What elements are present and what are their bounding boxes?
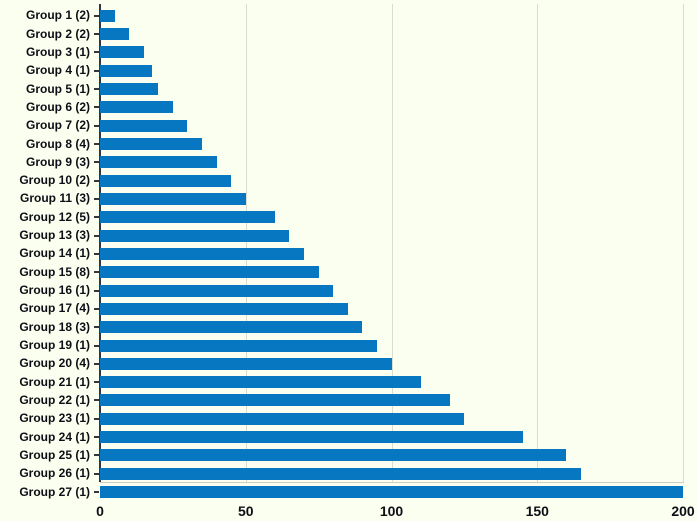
category-label-17: Group 17 (4) [19,301,90,316]
category-label-21: Group 21 (1) [19,374,90,389]
y-tick-15 [94,271,99,274]
y-tick-5 [94,88,99,91]
bar-12 [100,211,275,224]
x-tick-label-150: 150 [525,503,549,519]
category-label-6: Group 6 (2) [25,99,90,114]
category-label-5: Group 5 (1) [25,81,90,96]
category-label-3: Group 3 (1) [25,44,90,59]
bar-16 [100,284,334,297]
y-tick-9 [94,161,99,164]
bar-3 [100,46,144,59]
bar-21 [100,376,421,389]
category-label-9: Group 9 (3) [25,154,90,169]
bar-2 [100,28,130,41]
bar-25 [100,449,567,462]
y-tick-13 [94,234,99,237]
category-label-16: Group 16 (1) [19,283,90,298]
category-label-18: Group 18 (3) [19,319,90,334]
bar-13 [100,229,290,242]
y-tick-10 [94,179,99,182]
category-label-15: Group 15 (8) [19,264,90,279]
bar-23 [100,412,465,425]
y-tick-3 [94,51,99,54]
y-tick-22 [94,399,99,402]
y-axis-line [99,4,101,482]
bar-24 [100,431,523,444]
bar-7 [100,119,188,132]
category-label-23: Group 23 (1) [19,411,90,426]
x-axis-line [100,482,684,483]
category-label-12: Group 12 (5) [19,209,90,224]
y-tick-27 [94,491,99,494]
x-tick-label-0: 0 [96,503,104,519]
category-label-11: Group 11 (3) [19,191,90,206]
y-tick-7 [94,124,99,127]
bar-1 [100,9,115,22]
bar-26 [100,467,581,480]
category-label-24: Group 24 (1) [19,429,90,444]
x-tick-label-50: 50 [237,503,254,519]
category-label-4: Group 4 (1) [25,63,90,78]
y-tick-16 [94,289,99,292]
category-label-1: Group 1 (2) [25,8,90,23]
bar-22 [100,394,450,407]
category-label-7: Group 7 (2) [25,118,90,133]
bar-4 [100,64,153,77]
gridline-x-100 [391,4,393,482]
bar-27 [100,486,683,499]
y-tick-18 [94,326,99,329]
y-tick-1 [94,14,99,17]
bar-15 [100,266,319,279]
category-label-27: Group 27 (1) [19,484,90,499]
y-tick-17 [94,307,99,310]
category-label-22: Group 22 (1) [19,392,90,407]
x-tick-label-100: 100 [379,503,404,519]
x-tick-label-200: 200 [671,503,695,519]
category-label-20: Group 20 (4) [19,356,90,371]
category-label-13: Group 13 (3) [19,228,90,243]
category-label-26: Group 26 (1) [19,466,90,481]
y-tick-26 [94,472,99,475]
y-tick-2 [94,33,99,36]
bar-11 [100,192,246,205]
bar-5 [100,83,159,96]
bar-14 [100,247,305,260]
category-label-25: Group 25 (1) [19,447,90,462]
y-tick-19 [94,344,99,347]
y-tick-25 [94,454,99,457]
bar-19 [100,339,377,352]
gridline-x-50 [245,4,247,482]
bar-8 [100,138,203,150]
bar-9 [100,156,217,169]
category-label-19: Group 19 (1) [19,338,90,353]
y-tick-12 [94,216,99,219]
gridline-x-150 [537,4,539,482]
y-tick-23 [94,417,99,420]
bar-18 [100,321,363,334]
y-tick-4 [94,69,99,72]
category-label-2: Group 2 (2) [25,26,90,41]
y-tick-24 [94,436,99,439]
y-tick-14 [94,252,99,255]
y-tick-8 [94,143,99,145]
bar-20 [100,357,392,370]
bar-10 [100,174,232,187]
bar-6 [100,101,173,114]
y-tick-6 [94,106,99,109]
gridline-x-200 [683,4,684,482]
bar-17 [100,302,348,315]
category-label-8: Group 8 (4) [25,136,90,151]
y-tick-20 [94,362,99,365]
category-label-10: Group 10 (2) [19,173,90,188]
y-tick-11 [94,197,99,200]
y-tick-21 [94,381,99,384]
category-label-14: Group 14 (1) [19,246,90,261]
